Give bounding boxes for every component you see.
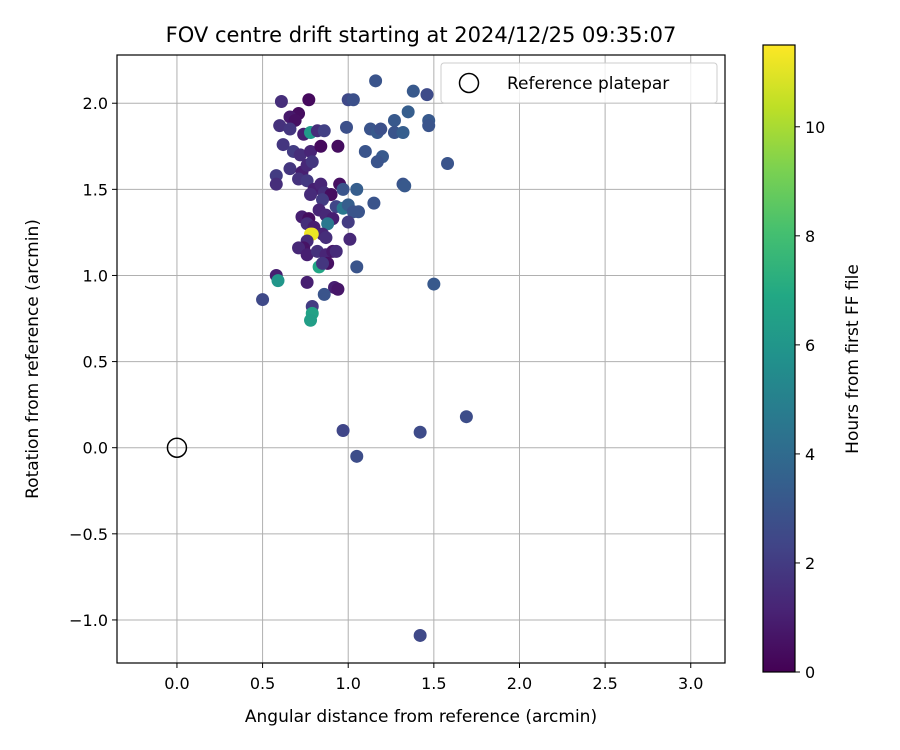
data-point <box>269 177 283 191</box>
data-point <box>305 155 319 169</box>
reference-marker <box>166 437 188 458</box>
data-point <box>351 205 365 219</box>
colorbar-ticks: 0 2 4 6 8 10 <box>795 118 825 682</box>
data-point <box>304 313 318 327</box>
plot-frame <box>116 54 726 664</box>
data-point <box>273 119 287 133</box>
data-point <box>304 188 318 202</box>
legend-box <box>440 62 718 104</box>
colorbar-gradient <box>762 44 796 673</box>
data-point <box>413 425 427 439</box>
data-point <box>293 148 307 162</box>
y-tick-label: 0.0 <box>83 439 108 458</box>
data-point <box>274 95 288 109</box>
data-point <box>316 193 330 207</box>
y-tick-label: 0.5 <box>83 353 108 372</box>
legend: Reference platepar <box>440 62 718 104</box>
data-point <box>358 144 372 158</box>
y-tick-label: −1.0 <box>69 611 108 630</box>
colorbar-tick-label: 2 <box>805 554 815 573</box>
legend-label: Reference platepar <box>507 74 669 94</box>
legend-marker-icon <box>458 72 480 94</box>
data-point <box>317 124 331 138</box>
data-points <box>256 74 473 642</box>
data-point <box>336 182 350 196</box>
colorbar-tick-label: 8 <box>805 227 815 246</box>
data-point <box>329 244 343 258</box>
y-axis-ticks: −1.0 −0.5 0.0 0.5 1.0 1.5 2.0 <box>69 94 117 630</box>
data-point <box>304 144 318 158</box>
data-point <box>300 275 314 289</box>
grid <box>117 55 725 663</box>
data-point <box>271 274 285 288</box>
chart-title: FOV centre drift starting at 2024/12/25 … <box>166 23 677 47</box>
data-point <box>336 423 350 437</box>
y-axis-label: Rotation from reference (arcmin) <box>23 219 43 499</box>
y-tick-label: 1.0 <box>83 266 108 285</box>
data-point <box>459 410 473 424</box>
data-point <box>346 93 360 107</box>
data-point <box>302 93 316 107</box>
data-point <box>422 119 436 133</box>
x-tick-label: 0.0 <box>164 674 189 693</box>
colorbar: 0 2 4 6 8 10 Hours from first FF file <box>762 44 863 682</box>
data-point <box>276 138 290 152</box>
data-point <box>367 196 381 210</box>
data-point <box>256 293 270 307</box>
data-point <box>370 155 384 169</box>
y-tick-label: 2.0 <box>83 94 108 113</box>
data-point <box>283 122 297 136</box>
colorbar-tick-label: 0 <box>805 663 815 682</box>
x-tick-label: 1.5 <box>421 674 446 693</box>
x-tick-label: 3.0 <box>678 674 703 693</box>
x-tick-label: 0.5 <box>250 674 275 693</box>
y-tick-label: 1.5 <box>83 180 108 199</box>
data-point <box>413 628 427 642</box>
data-point <box>331 282 345 296</box>
data-point <box>420 88 434 102</box>
data-point <box>316 256 330 270</box>
x-tick-label: 2.0 <box>507 674 532 693</box>
data-point <box>374 122 388 136</box>
data-point <box>350 260 364 274</box>
data-point <box>283 162 297 176</box>
data-point <box>387 113 401 127</box>
x-axis-ticks: 0.0 0.5 1.0 1.5 2.0 2.5 3.0 <box>164 663 703 693</box>
data-point <box>317 287 331 301</box>
data-point <box>350 182 364 196</box>
y-tick-label: −0.5 <box>69 525 108 544</box>
data-point <box>427 277 441 291</box>
data-point <box>401 105 415 119</box>
colorbar-tick-label: 10 <box>805 118 825 137</box>
data-point <box>398 179 412 193</box>
colorbar-tick-label: 6 <box>805 336 815 355</box>
data-point <box>350 449 364 463</box>
data-point <box>331 139 345 153</box>
data-point <box>319 231 333 245</box>
colorbar-label: Hours from first FF file <box>843 264 863 454</box>
x-axis-label: Angular distance from reference (arcmin) <box>245 707 597 727</box>
x-tick-label: 2.5 <box>592 674 617 693</box>
data-point <box>343 232 357 246</box>
colorbar-tick-label: 4 <box>805 445 815 464</box>
data-point <box>341 215 355 229</box>
data-point <box>300 248 314 262</box>
data-point <box>321 217 335 231</box>
data-point <box>339 120 353 134</box>
x-tick-label: 1.0 <box>335 674 360 693</box>
data-point <box>441 157 455 171</box>
data-point <box>314 139 328 153</box>
data-point <box>396 126 410 140</box>
data-point <box>406 84 420 98</box>
data-point <box>369 74 383 88</box>
